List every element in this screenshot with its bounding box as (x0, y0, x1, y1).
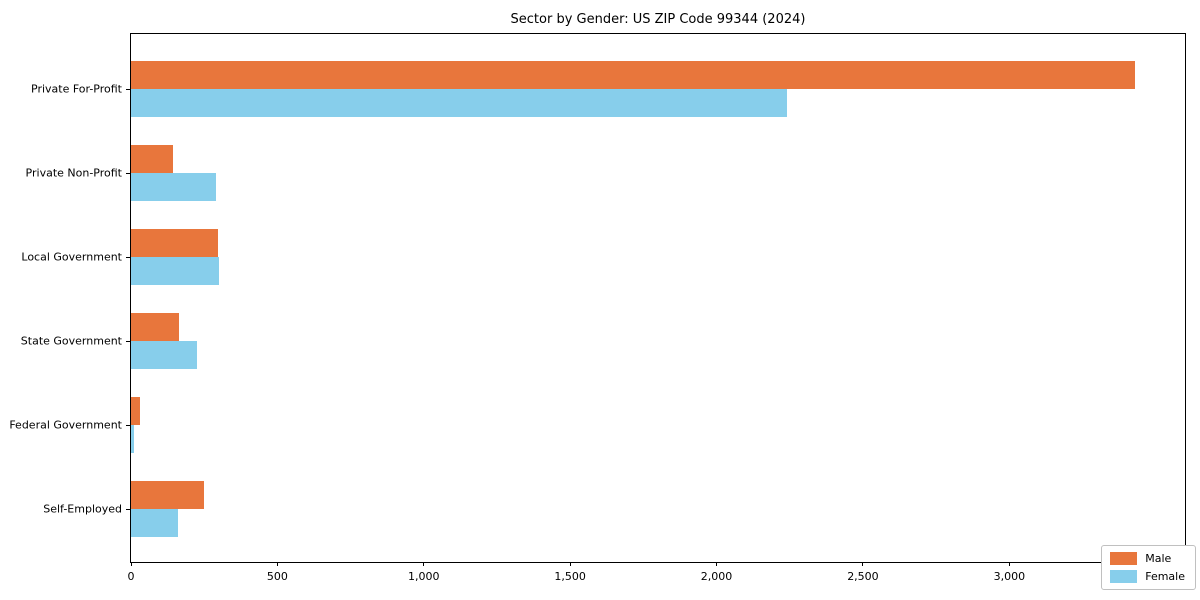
x-tick-0 (130, 562, 132, 566)
bar-male-private-for-profit (131, 61, 1136, 89)
y-tick-local-government (126, 257, 130, 258)
y-tick-label-federal-government: Federal Government (9, 418, 122, 432)
x-tick-label-0: 0 (127, 570, 135, 583)
bar-male-federal-government (131, 397, 140, 425)
x-tick-1500 (569, 562, 571, 566)
legend-swatch-female (1110, 570, 1138, 583)
x-tick-2000 (716, 562, 718, 566)
legend: Male Female (1101, 545, 1196, 590)
y-tick-state-government (126, 341, 130, 342)
bar-female-federal-government (131, 425, 134, 453)
bar-male-self-employed (131, 481, 205, 509)
bar-female-private-non-profit (131, 173, 216, 201)
bar-female-state-government (131, 341, 197, 369)
y-tick-label-private-non-profit: Private Non-Profit (25, 166, 122, 180)
x-tick-label-3000: 3,000 (993, 570, 1026, 583)
y-tick-self-employed (126, 509, 130, 510)
bar-male-state-government (131, 313, 180, 341)
x-tick-label-2000: 2,000 (700, 570, 733, 583)
x-tick-500 (276, 562, 278, 566)
y-tick-label-self-employed: Self-Employed (43, 502, 122, 516)
y-tick-label-local-government: Local Government (21, 250, 122, 264)
chart-title: Sector by Gender: US ZIP Code 99344 (202… (510, 12, 806, 27)
x-tick-1000 (423, 562, 425, 566)
x-tick-label-2500: 2,500 (847, 570, 879, 583)
x-tick-label-500: 500 (266, 570, 288, 583)
y-tick-private-for-profit (126, 89, 130, 90)
y-tick-label-private-for-profit: Private For-Profit (31, 82, 122, 96)
y-tick-label-state-government: State Government (20, 334, 122, 348)
legend-item-male: Male (1110, 552, 1185, 565)
bar-female-self-employed (131, 509, 178, 537)
x-tick-label-1000: 1,000 (408, 570, 440, 583)
x-tick-2500 (862, 562, 864, 566)
bar-female-local-government (131, 257, 219, 285)
plot-area: Private For-Profit Private Non-Profit Loca… (9, 33, 1186, 583)
legend-swatch-male (1110, 552, 1138, 565)
x-tick-label-1500: 1,500 (554, 570, 586, 583)
legend-label-female: Female (1145, 570, 1185, 583)
bar-male-private-non-profit (131, 145, 174, 173)
legend-item-female: Female (1110, 570, 1185, 583)
bar-male-local-government (131, 229, 218, 257)
x-tick-3000 (1008, 562, 1010, 566)
legend-label-male: Male (1145, 552, 1172, 565)
y-tick-private-non-profit (126, 173, 130, 174)
bar-female-private-for-profit (131, 89, 787, 117)
y-tick-federal-government (126, 425, 130, 426)
